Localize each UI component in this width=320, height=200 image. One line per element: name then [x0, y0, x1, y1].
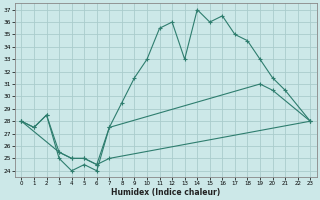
X-axis label: Humidex (Indice chaleur): Humidex (Indice chaleur) — [111, 188, 220, 197]
